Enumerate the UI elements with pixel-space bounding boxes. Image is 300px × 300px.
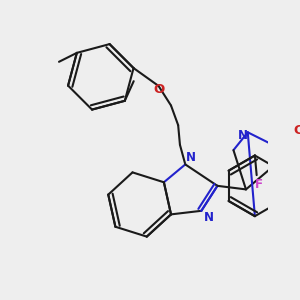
- Text: O: O: [294, 124, 300, 137]
- Text: O: O: [153, 83, 164, 96]
- Text: F: F: [254, 178, 262, 190]
- Text: N: N: [237, 129, 248, 142]
- Text: N: N: [186, 151, 196, 164]
- Text: N: N: [203, 212, 214, 224]
